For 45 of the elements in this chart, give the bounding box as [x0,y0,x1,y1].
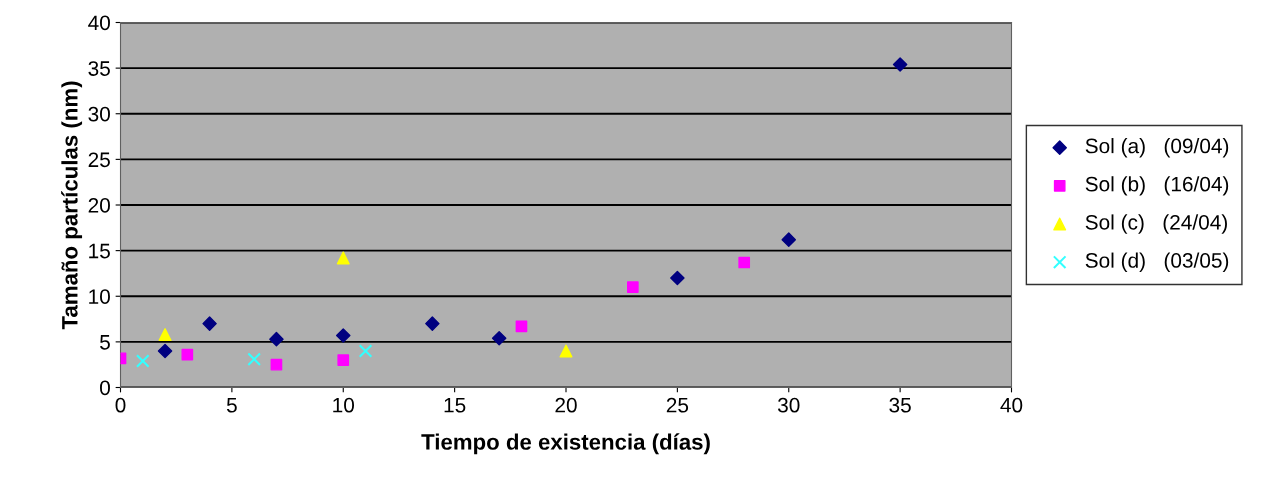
point [559,344,573,358]
point [515,320,528,333]
point [336,251,350,265]
x-tick-label: 15 [444,397,466,413]
y-tick-label: 35 [88,61,110,76]
legend-label: Sol (c) (24/04) [1085,214,1227,234]
y-tick-label: 25 [88,152,110,168]
y-tick-label: 30 [88,106,110,122]
y-tick-label: 40 [88,15,110,31]
point [781,232,797,247]
point [269,331,284,347]
x-tick-label: 30 [777,397,800,413]
point [247,352,262,367]
point [358,344,373,358]
x-tick-label: 10 [333,397,355,413]
point [670,270,685,286]
point [335,328,351,343]
point [491,330,507,346]
x-tick-label: 25 [666,397,689,413]
y-axis-title: Tamaño partículas (nm) [61,81,83,330]
y-tick-label: 15 [89,243,110,259]
point [337,354,350,366]
x-tick-label: 5 [226,397,237,413]
point [425,316,440,331]
x-tick-label: 35 [889,397,911,413]
y-tick-label: 10 [89,289,110,304]
x-tick-label: 40 [1000,397,1023,413]
legend-label: Sol (b) (16/04) [1085,176,1229,196]
point [626,281,639,293]
point [202,316,217,331]
point [157,343,173,359]
point [270,358,283,371]
point [158,328,172,342]
y-tick-label: 20 [88,198,110,213]
y-tick-label: 5 [100,335,110,350]
point [135,354,150,368]
legend-label: Sol (a) (09/04) [1085,138,1229,158]
point [181,348,194,361]
y-tick-label: 0 [100,380,110,396]
point [738,256,751,269]
legend-label: Sol (d) (03/05) [1085,252,1229,272]
x-tick-label: 20 [555,397,577,413]
x-axis-title: Tiempo de existencia (días) [421,433,710,455]
point [892,57,908,72]
x-tick-label: 0 [115,397,126,413]
